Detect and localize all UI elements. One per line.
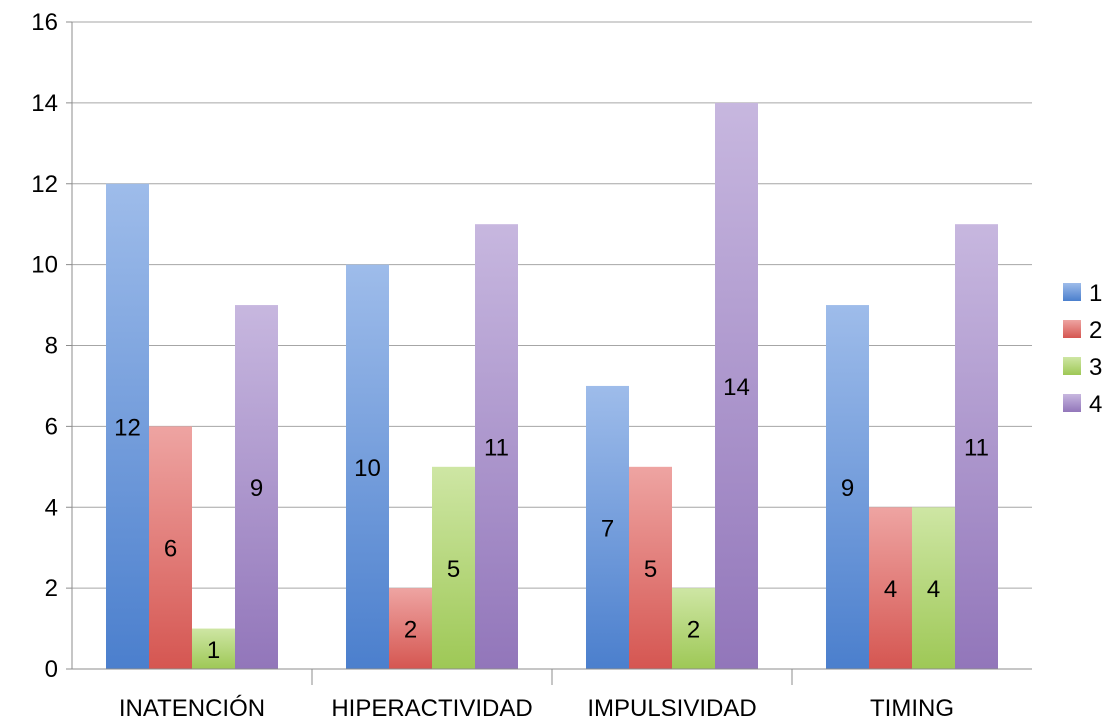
data-label: 9 [250,475,263,502]
y-tick-labels: 0 2 4 6 8 10 12 14 16 [31,9,58,683]
legend-swatch [1063,283,1081,301]
legend-swatch [1063,394,1081,412]
data-label: 4 [927,576,940,603]
x-tick-labels: INATENCIÓN HIPERACTIVIDAD IMPULSIVIDAD TIMI… [119,695,954,722]
y-tick-label: 0 [45,656,58,683]
data-labels: 12 6 1 9 10 2 5 11 7 5 2 14 9 4 4 11 [114,374,989,664]
data-label: 12 [114,414,141,441]
bar [826,305,869,669]
bar [869,507,912,669]
legend-label: 3 [1089,354,1102,381]
data-label: 5 [644,556,657,583]
bars [106,102,998,669]
bar [192,628,235,669]
bar [715,102,758,669]
bar [149,426,192,669]
legend-swatch [1063,320,1081,338]
legend-swatch [1063,357,1081,375]
data-label: 11 [964,435,989,462]
legend: 1 2 3 4 [1063,280,1102,418]
y-tick-label: 2 [45,575,58,602]
data-label: 2 [404,617,417,644]
data-label: 10 [354,455,381,482]
y-tick-label: 14 [31,90,58,117]
data-label: 6 [164,536,177,563]
data-label: 5 [447,556,460,583]
bar [672,588,715,669]
data-label: 2 [687,617,700,644]
x-tick-label: HIPERACTIVIDAD [331,695,532,722]
legend-label: 4 [1089,391,1102,418]
x-tick-label: TIMING [870,695,954,722]
bar [106,183,149,669]
bar [475,224,518,669]
data-label: 1 [207,637,220,664]
gridlines [66,21,1032,670]
data-label: 14 [723,374,750,401]
x-tick-label: INATENCIÓN [119,695,265,722]
data-label: 11 [484,435,509,462]
bar [955,224,998,669]
bar [346,264,389,669]
bar [432,466,475,669]
y-tick-label: 6 [45,413,58,440]
bar [586,385,629,669]
data-label: 9 [841,475,854,502]
legend-label: 2 [1089,317,1102,344]
bar [629,466,672,669]
bar [912,507,955,669]
y-tick-label: 8 [45,333,58,360]
bar [235,305,278,669]
legend-label: 1 [1089,280,1102,307]
data-label: 4 [884,576,897,603]
x-tick-label: IMPULSIVIDAD [587,695,756,722]
data-label: 7 [601,515,614,542]
y-tick-label: 4 [45,494,58,521]
bar [389,588,432,669]
y-tick-label: 10 [31,252,58,279]
y-tick-label: 16 [31,9,58,36]
axes [71,22,1032,685]
y-tick-label: 12 [31,171,58,198]
